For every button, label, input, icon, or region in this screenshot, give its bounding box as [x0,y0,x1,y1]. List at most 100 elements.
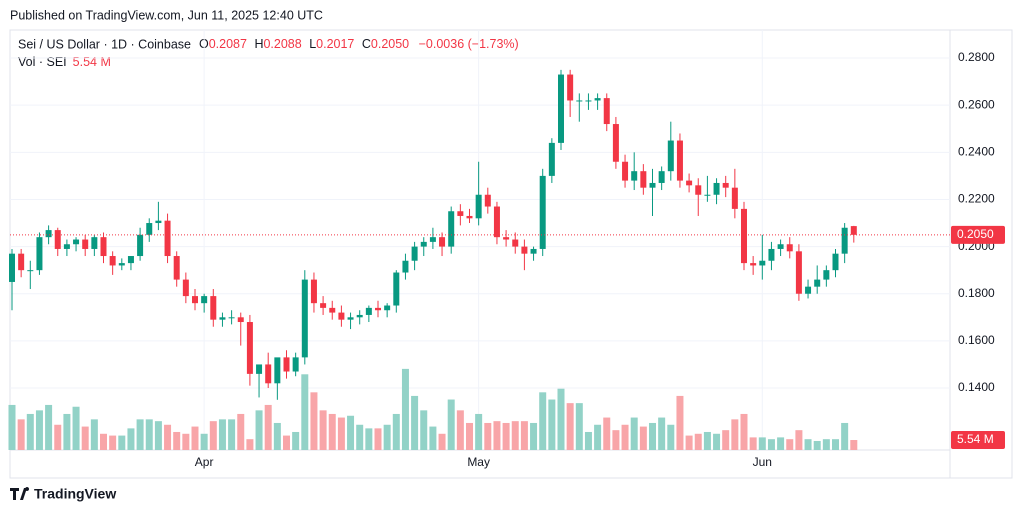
candle-body [475,194,482,219]
candle-body [219,317,226,320]
y-tick-label: 0.1400 [958,380,995,394]
volume-bar [447,399,455,450]
candle-body [91,237,98,249]
candle-body [36,237,43,271]
candle-body [310,279,317,304]
candle-body [329,307,336,313]
candle-body [375,307,381,311]
candle-body [137,234,144,257]
logo: TradingView [10,486,116,502]
candle-body [640,171,647,188]
volume-bar [283,435,290,450]
candle-body [192,296,198,304]
candle-body [155,220,162,224]
volume-bar [584,431,592,450]
candle-body [576,100,583,102]
h-value: 0.2088 [263,37,301,51]
candle-body [18,253,25,271]
volume-bar [530,422,538,450]
volume-bar [767,439,775,450]
candle-body [201,296,208,304]
y-tick-label: 0.1800 [958,286,995,300]
candle-body [100,237,107,257]
candle-body [622,161,629,181]
candle-body [301,279,308,358]
volume-bar [45,404,53,450]
x-tick-label: Apr [195,455,214,469]
marks [8,69,858,450]
candle-body [54,230,61,249]
volume-bar [639,426,647,450]
volume-bar [758,437,766,450]
volume-bar [841,422,849,450]
candle-body [805,286,812,294]
volume-bar [365,428,373,450]
candle-body [493,206,500,238]
volume-bar [392,413,400,450]
volume-bar [731,419,739,450]
volume-bar [804,439,812,450]
volume-bar [255,410,263,450]
candle-body [265,364,272,384]
volume-bar [713,433,721,450]
volume-bar [35,410,43,450]
candle-body [503,237,510,240]
candle-body [548,142,555,176]
grid [10,30,950,450]
candle-body [795,251,802,294]
candle-body [63,244,70,249]
volume-bar [694,433,702,450]
volume-bar [237,413,245,450]
volume-bar [594,424,602,450]
volume-bar [301,374,309,450]
candle-body [768,248,775,261]
candle-body [603,98,610,125]
volume-bar [136,419,144,450]
volume-bar [456,410,464,450]
volume-value: 5.54 M [73,55,111,69]
volume-bar [127,428,135,450]
volume-bar [722,430,730,450]
candle-body [73,239,80,245]
l-value: 0.2017 [316,37,354,51]
volume-bar [154,421,162,450]
y-tick-label: 0.2200 [958,192,995,206]
volume-bar [209,421,217,450]
volume-bar [8,404,16,450]
volume-bar [200,433,208,450]
volume-bar [90,419,98,450]
candle-body [420,241,427,247]
candle-body [585,100,592,102]
volume-bar [401,368,409,450]
volume-bar [191,426,199,450]
volume-bar [383,424,391,450]
candle-body [237,317,244,323]
candle-body [814,279,821,287]
volume-bar [548,399,556,450]
logo-mark [10,487,30,500]
volume-bar [703,431,711,450]
candle-body [484,194,491,207]
volume-bar [575,403,583,450]
candle-body [695,185,702,195]
candle-body [676,140,683,181]
volume-bar [475,413,483,450]
candle-body [594,98,601,101]
candle-body [228,317,235,319]
candle-body [521,246,528,254]
candle-body [649,182,656,188]
volume-bar [749,437,757,450]
candle-body [466,215,473,219]
y-tick-label: 0.2600 [958,97,995,111]
candle-body [731,187,738,209]
candle-body [777,244,784,249]
volume-bar [740,413,748,450]
candle-body [173,256,180,280]
candle-body [146,223,153,235]
candle-body [274,357,281,384]
c-value: 0.2050 [371,37,409,51]
candle-body [658,171,665,183]
candle-body [558,74,564,143]
volume-bar [621,424,629,450]
candle-body [539,175,546,249]
